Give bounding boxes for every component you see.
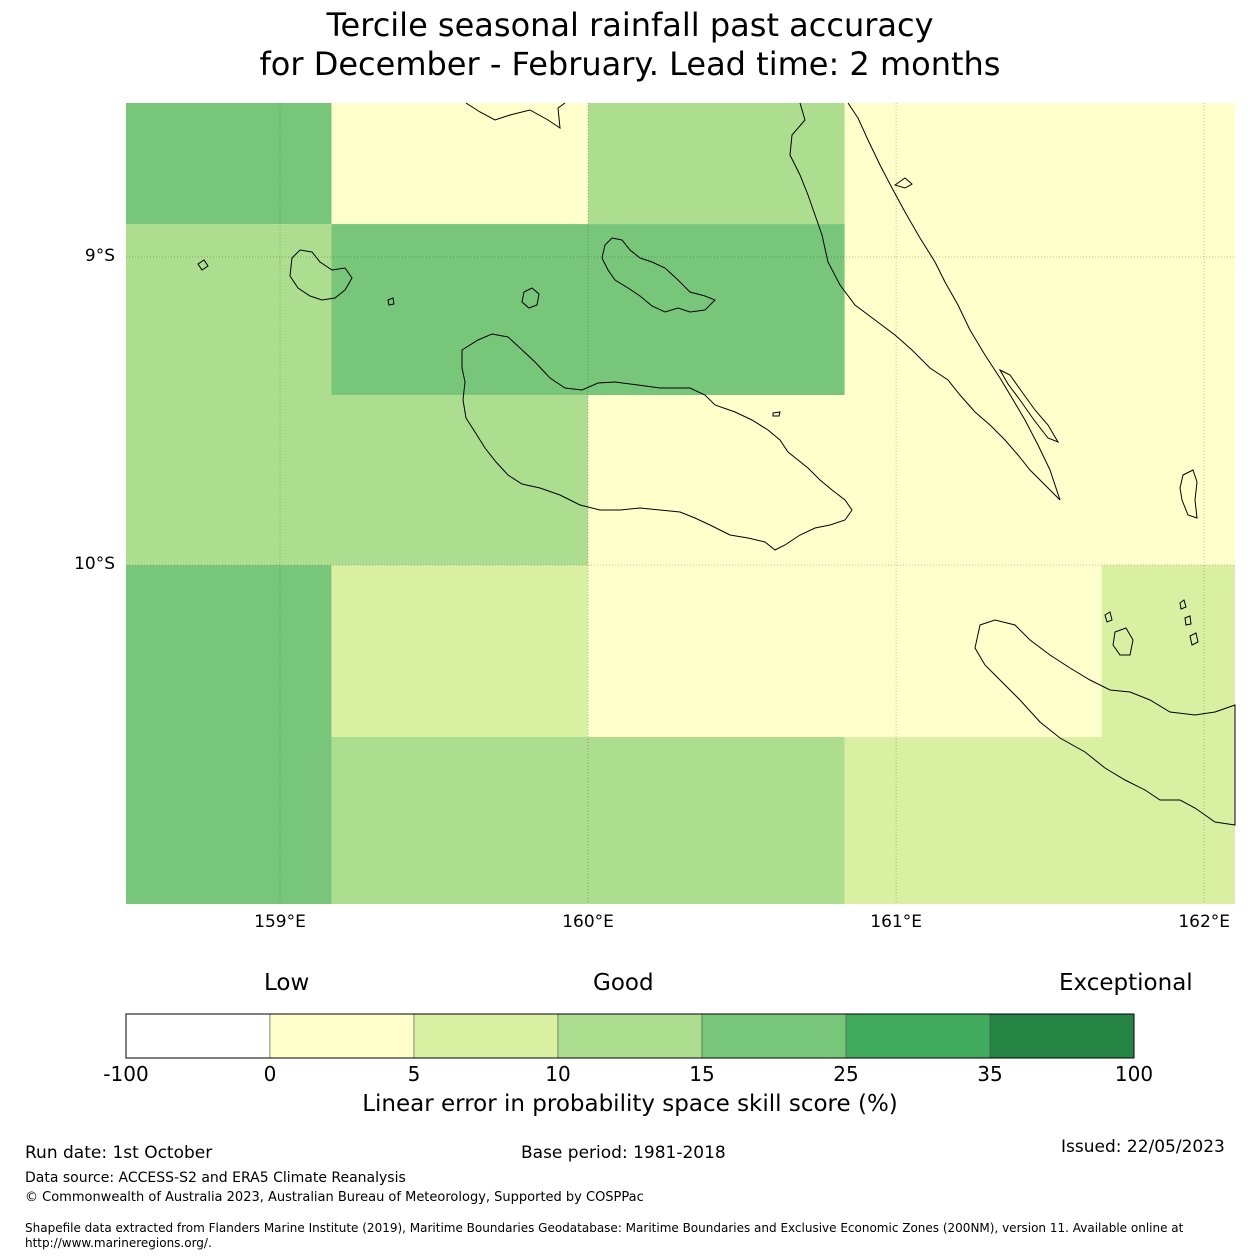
x-tick-label: 161°E [870,912,922,932]
run-date: Run date: 1st October [25,1143,213,1163]
colorbar-bin-5 [845,1013,991,1059]
colorbar-label: Linear error in probability space skill … [362,1091,898,1117]
y-tick-label: 10°S [74,554,115,575]
grid-cell-0 [126,103,332,225]
grid-cell-6 [331,395,589,566]
coastline-ugi [1112,627,1134,656]
base-period: Base period: 1981-2018 [521,1143,726,1163]
colorbar-bin-2 [413,1013,559,1059]
colorbar-bin-0 [125,1013,271,1059]
grid-cell-13 [331,737,845,904]
coastline-islet-g [772,411,781,417]
legend-category-good: Good [593,970,654,996]
shapefile-credit: Shapefile data extracted from Flanders M… [25,1221,1245,1251]
grid-cell-8 [844,224,1235,566]
graticule [126,103,1235,904]
grid-cell-4 [126,224,332,566]
colorbar-bin-3 [557,1013,703,1059]
colorbar-bin-1 [269,1013,415,1059]
grid-cell-5 [331,224,845,396]
coastlines [197,102,1236,826]
colorbar-tick-label: 100 [1114,1062,1154,1086]
grid-cell-7 [588,395,845,566]
colorbar-tick-label: -100 [103,1062,149,1086]
coastline-islet-e [1184,615,1192,626]
legend-category-exceptional: Exceptional [1059,970,1193,996]
grid-cell-2 [588,103,845,225]
coastline-small-islet-west [197,259,209,271]
colorbar-tick-label: 5 [407,1062,421,1086]
coastline-savo [521,287,540,309]
coastline-guadalcanal [461,333,853,551]
colorbar-tick-label: 25 [833,1062,859,1086]
x-tick-label: 162°E [1178,912,1231,932]
copyright: © Commonwealth of Australia 2023, Austra… [25,1190,644,1205]
coastline-makira [974,619,1236,826]
colorbar-bin-6 [989,1013,1135,1059]
x-tick-label: 160°E [562,912,614,932]
grid-cell-1 [331,103,589,225]
coastline-malaita [789,102,1061,501]
colorbar-tick-label: 35 [977,1062,1003,1086]
map-title-line-2: for December - February. Lead time: 2 mo… [259,45,1001,83]
coastline-florida-north [465,102,566,130]
grid-cell-9 [126,565,332,904]
coastline-russell-islands [289,249,353,301]
map-title-line-1: Tercile seasonal rainfall past accuracy [326,6,934,44]
colorbar [125,1013,1135,1059]
coastline-islet-d [1179,599,1187,610]
legend-category-low: Low [264,970,310,996]
skill-grid [126,103,1235,904]
colorbar-outline [125,1013,1135,1059]
coastline-ulawa [1179,469,1198,519]
shapefile-credit-line-2: http://www.marineregions.org/. [25,1236,212,1250]
grid-cell-12 [1101,565,1235,738]
colorbar-bin-4 [701,1013,847,1059]
coastline-islet-f [1189,632,1199,646]
grid-cell-14 [844,737,1235,904]
grid-cell-11 [588,565,1102,738]
colorbar-tick-label: 15 [689,1062,715,1086]
coastline-islet-c [1104,611,1113,623]
colorbar-tick-label: 10 [545,1062,571,1086]
grid-cell-10 [331,565,589,738]
coastline-nggela [601,237,716,313]
x-tick-label: 159°E [254,912,306,932]
issued-date: Issued: 22/05/2023 [1061,1137,1225,1157]
data-source: Data source: ACCESS-S2 and ERA5 Climate … [25,1170,406,1186]
coastline-small-malaita [998,368,1060,444]
shapefile-credit-line-1: Shapefile data extracted from Flanders M… [25,1221,1184,1235]
y-tick-label: 9°S [84,246,115,267]
grid-cell-3 [844,103,1235,225]
colorbar-tick-label: 0 [263,1062,277,1086]
coastline-sikaiana-islet [893,177,913,189]
coastline-small-islet-b [387,297,395,306]
